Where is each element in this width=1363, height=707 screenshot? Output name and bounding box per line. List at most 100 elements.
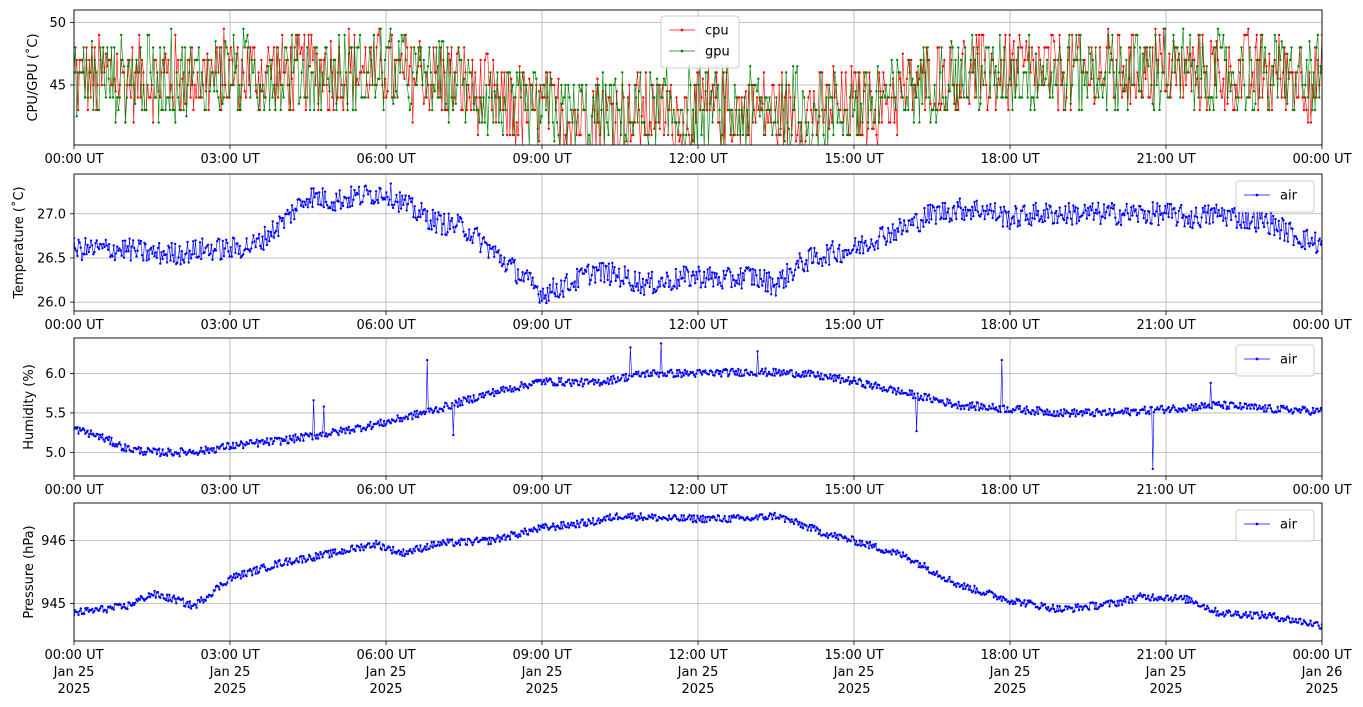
data-point [703, 521, 706, 524]
data-point [167, 447, 170, 450]
data-point [1132, 83, 1135, 87]
data-point [265, 71, 269, 74]
data-point [1265, 71, 1268, 74]
data-point [901, 52, 904, 55]
data-point [569, 108, 573, 112]
data-point [1025, 405, 1028, 408]
data-point [712, 83, 716, 87]
data-point [334, 209, 337, 212]
data-point [751, 267, 755, 271]
data-point [1006, 225, 1009, 228]
data-point [1190, 210, 1193, 213]
data-point [385, 191, 388, 194]
data-point [1108, 407, 1111, 411]
data-point [149, 96, 152, 99]
data-point [561, 527, 564, 530]
data-point [639, 375, 642, 378]
data-point [790, 518, 793, 521]
data-point [943, 201, 947, 205]
data-point [246, 33, 249, 37]
data-point [854, 379, 857, 383]
data-point [424, 548, 428, 551]
data-point [984, 209, 988, 213]
data-point [1135, 413, 1139, 417]
data-point [556, 524, 559, 527]
data-point [1113, 408, 1116, 411]
data-point [1167, 405, 1170, 409]
data-point [456, 213, 459, 216]
data-point [783, 277, 787, 280]
data-point [1254, 404, 1258, 407]
data-point [766, 517, 769, 520]
data-point [980, 65, 984, 68]
data-point [1169, 202, 1173, 206]
data-point [772, 513, 775, 517]
data-point [111, 606, 114, 609]
data-point [998, 597, 1001, 600]
data-point [1145, 219, 1149, 222]
data-point [264, 238, 268, 241]
data-point [1044, 77, 1047, 81]
data-point [416, 416, 420, 419]
data-point [139, 96, 142, 99]
data-point [466, 237, 470, 240]
data-point [911, 77, 914, 81]
data-point [290, 563, 294, 566]
data-point [383, 424, 387, 427]
data-point [972, 71, 975, 74]
data-point [653, 287, 656, 291]
data-point [868, 71, 871, 74]
data-point [671, 121, 674, 124]
data-point [985, 204, 989, 207]
data-point [307, 553, 311, 557]
legend-marker [1255, 193, 1259, 197]
data-point [530, 108, 534, 112]
data-point [1138, 46, 1142, 49]
data-point [841, 377, 844, 380]
data-point [114, 443, 118, 446]
data-point [674, 267, 678, 271]
data-point [419, 46, 423, 49]
data-point [412, 413, 415, 417]
data-point [1015, 207, 1018, 210]
data-point [436, 543, 439, 547]
data-point [491, 387, 495, 391]
data-point [878, 121, 881, 124]
data-point [1075, 33, 1078, 37]
data-point [449, 219, 453, 222]
data-point [521, 271, 524, 274]
data-point [577, 522, 580, 525]
data-point [228, 58, 231, 62]
data-point [916, 226, 919, 229]
data-point [1318, 96, 1321, 99]
data-point [165, 261, 169, 264]
data-point [788, 518, 791, 522]
data-point [589, 278, 592, 282]
data-point [650, 513, 654, 516]
data-point [139, 239, 143, 243]
data-point [1226, 405, 1229, 408]
data-point [870, 238, 873, 241]
data-point [1174, 211, 1177, 215]
data-point [1200, 96, 1203, 99]
data-point [74, 609, 77, 612]
data-point [183, 261, 186, 264]
data-point [125, 96, 128, 99]
data-point [1227, 71, 1231, 74]
data-point [691, 371, 695, 374]
data-point [160, 452, 163, 456]
data-point [280, 437, 283, 440]
data-point [809, 146, 811, 148]
data-point [458, 404, 462, 407]
data-point [613, 517, 616, 520]
data-point [432, 83, 435, 87]
data-point [1089, 52, 1092, 55]
data-point [568, 96, 571, 99]
data-point [655, 289, 658, 292]
data-point [91, 607, 94, 611]
data-point [306, 558, 310, 561]
data-point [1152, 410, 1156, 414]
data-point [1173, 206, 1176, 210]
data-point [205, 449, 209, 452]
data-point [1158, 108, 1161, 112]
